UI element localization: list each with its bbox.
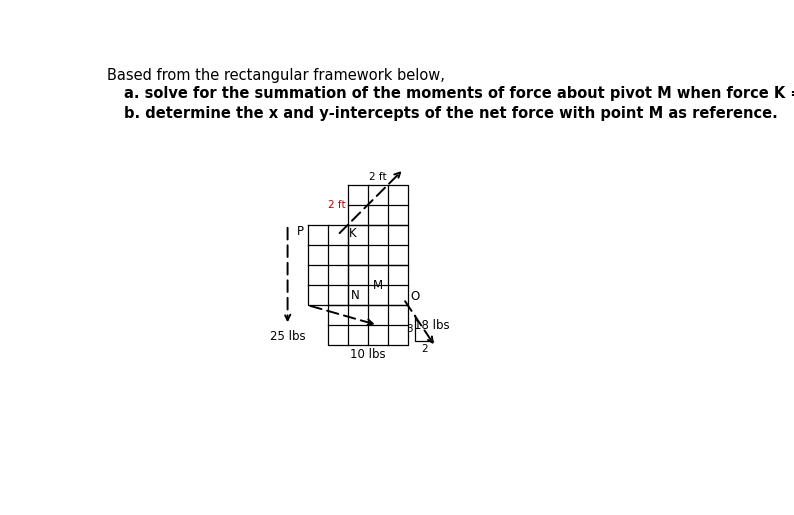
Text: 2 ft: 2 ft	[328, 200, 345, 210]
Text: N: N	[351, 289, 360, 302]
Text: 3: 3	[406, 324, 413, 334]
Text: 2: 2	[422, 344, 428, 354]
Text: Based from the rectangular framework below,: Based from the rectangular framework bel…	[107, 68, 445, 83]
Text: K: K	[349, 227, 357, 239]
Text: b. determine the x and y-intercepts of the net force with point M as reference.: b. determine the x and y-intercepts of t…	[125, 106, 778, 121]
Text: M: M	[372, 279, 383, 291]
Text: P: P	[297, 225, 304, 238]
Text: 25 lbs: 25 lbs	[270, 330, 306, 343]
Text: 18 lbs: 18 lbs	[414, 319, 449, 332]
Text: 10 lbs: 10 lbs	[350, 348, 385, 361]
Text: O: O	[410, 290, 420, 303]
Text: 2 ft: 2 ft	[369, 172, 387, 182]
Text: a. solve for the summation of the moments of force about pivot M when force K = : a. solve for the summation of the moment…	[125, 87, 794, 101]
